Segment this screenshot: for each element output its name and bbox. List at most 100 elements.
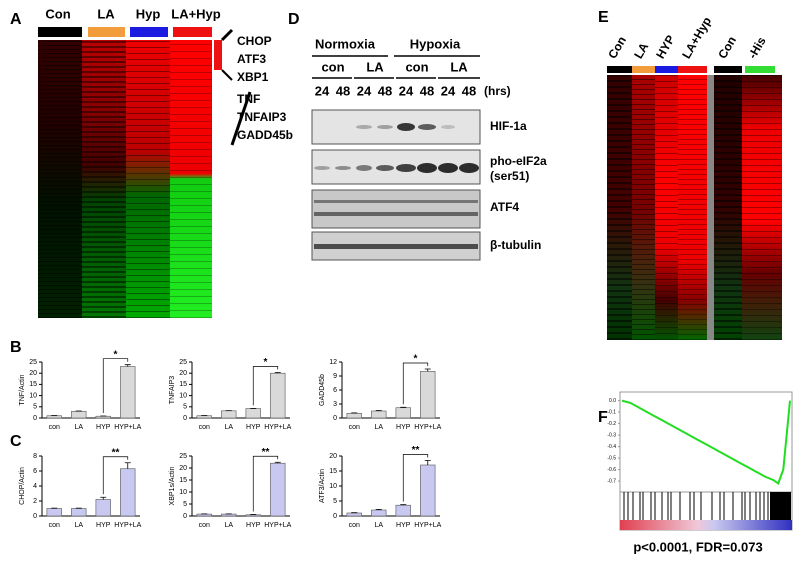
y-tick-label: -0.7 [607, 478, 616, 484]
group-bar [632, 66, 655, 73]
band [396, 164, 416, 172]
panel-label: C [10, 433, 22, 450]
time-label: 24 [399, 83, 414, 98]
blot-label: β-tubulin [490, 238, 541, 252]
gene-label: ATF3 [237, 52, 266, 66]
y-axis-label: TNFAIP3 [169, 376, 176, 405]
heatmap-column [714, 75, 742, 340]
y-tick-label: 10 [329, 483, 337, 490]
enrichment-line [621, 399, 791, 485]
group-label: LA [631, 40, 651, 61]
time-label: 48 [378, 83, 392, 98]
hit-ticks [770, 492, 791, 520]
y-tick-label: 5 [183, 501, 187, 508]
error-bar [375, 509, 382, 510]
group-label: LA+Hyp [171, 6, 221, 21]
bar [270, 372, 286, 419]
panel-label: A [10, 11, 22, 28]
x-tick-label: LA [224, 522, 233, 529]
x-tick-label: con [349, 424, 360, 431]
y-tick-label: -0.1 [607, 409, 616, 415]
x-tick-label: HYP+LA [114, 424, 141, 431]
bar [420, 371, 436, 419]
x-tick-label: HYP [96, 424, 111, 431]
bracket [102, 358, 129, 413]
band [441, 125, 455, 129]
x-tick-label: HYP [246, 522, 261, 529]
band [459, 163, 479, 173]
annotation: * [264, 357, 268, 368]
bar [120, 468, 136, 517]
y-tick-label: 20 [29, 370, 37, 377]
group-label: LA [97, 6, 115, 21]
group-label: -His [745, 34, 769, 61]
gene-label: TNF [237, 92, 260, 106]
band [314, 212, 478, 216]
band [314, 244, 478, 249]
y-tick-label: 3 [333, 401, 337, 408]
y-axis-label: TNF/Actin [19, 374, 26, 405]
treatment-label: con [321, 59, 344, 74]
panel-label: E [598, 9, 609, 26]
heatmap-column [678, 75, 707, 340]
x-tick-label: con [199, 424, 210, 431]
group-label: LA+Hyp [679, 15, 714, 62]
y-tick-label: 15 [179, 477, 187, 484]
bar [196, 415, 212, 419]
y-tick-label: -0.2 [607, 421, 616, 427]
group-label: Con [45, 6, 70, 21]
x-tick-label: LA [374, 522, 383, 529]
bracket [102, 456, 129, 495]
bracket [402, 362, 429, 405]
y-axis-label: ATF3/Actin [319, 469, 326, 503]
bar [221, 410, 237, 419]
x-tick-label: HYP [96, 522, 111, 529]
gene-label: GADD45b [237, 128, 293, 142]
heatmap-column [38, 40, 82, 318]
x-tick-label: con [49, 424, 60, 431]
bar [120, 366, 136, 419]
y-tick-label: 5 [333, 498, 337, 505]
band [356, 125, 372, 129]
group-label: Hyp [136, 6, 161, 21]
treatment-label: LA [366, 59, 384, 74]
band [418, 124, 436, 130]
y-tick-label: 5 [33, 404, 37, 411]
y-tick-label: 4 [33, 483, 37, 490]
group-bar [130, 27, 168, 37]
band [314, 166, 330, 170]
group-bar [38, 27, 82, 37]
time-label: 24 [357, 83, 372, 98]
error-bar [424, 368, 431, 372]
x-tick-label: LA [224, 424, 233, 431]
x-tick-label: HYP [396, 522, 411, 529]
blot [311, 189, 481, 229]
band [314, 200, 478, 203]
bar [71, 508, 87, 517]
blot-label: HIF-1a [490, 119, 527, 133]
annotation: ** [262, 447, 270, 458]
y-tick-label: -0.6 [607, 467, 616, 473]
x-tick-label: con [349, 522, 360, 529]
pointer-line [230, 91, 252, 146]
heatmap-divider [707, 75, 714, 340]
rank-gradient [620, 520, 792, 530]
panel-label: D [288, 11, 300, 28]
condition-label: Normoxia [315, 36, 376, 51]
panel-label: B [10, 339, 22, 356]
band [397, 123, 415, 131]
heatmap-column [170, 40, 212, 318]
blot-note: (ser51) [490, 169, 529, 183]
error-bar [124, 364, 131, 367]
band [377, 125, 393, 129]
blot-label: pho-eIF2a [490, 154, 547, 168]
y-tick-label: 0 [33, 513, 37, 520]
y-tick-label: 10 [179, 392, 187, 399]
blot [311, 109, 481, 145]
annotation: ** [112, 447, 120, 458]
y-tick-label: 20 [329, 453, 337, 460]
heatmap-column [632, 75, 655, 340]
band [356, 165, 372, 171]
bar [346, 413, 362, 419]
